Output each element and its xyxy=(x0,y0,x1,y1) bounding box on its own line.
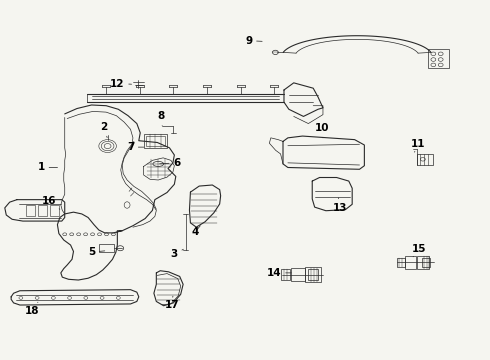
Text: 11: 11 xyxy=(411,139,425,152)
Text: 13: 13 xyxy=(333,198,347,213)
Bar xyxy=(305,267,320,282)
Bar xyxy=(417,154,433,165)
Text: 17: 17 xyxy=(165,296,179,310)
Text: 2: 2 xyxy=(100,122,107,138)
Text: 4: 4 xyxy=(192,226,200,237)
Text: 1: 1 xyxy=(38,162,57,172)
Bar xyxy=(397,257,405,267)
Bar xyxy=(308,269,318,280)
Bar xyxy=(417,256,429,269)
Bar xyxy=(26,205,34,216)
Bar xyxy=(405,256,416,269)
Text: 14: 14 xyxy=(267,268,292,278)
Bar xyxy=(291,268,305,282)
Bar xyxy=(99,244,115,252)
Bar xyxy=(146,136,165,147)
Bar xyxy=(281,269,290,280)
Bar xyxy=(144,134,167,148)
Text: 12: 12 xyxy=(110,78,131,89)
Text: 9: 9 xyxy=(245,36,262,46)
Bar xyxy=(38,205,47,216)
Bar xyxy=(50,205,59,216)
Text: 5: 5 xyxy=(88,247,105,257)
Bar xyxy=(428,49,449,68)
Text: 18: 18 xyxy=(24,302,39,316)
Text: 8: 8 xyxy=(158,111,165,126)
Text: 10: 10 xyxy=(315,123,329,138)
Bar xyxy=(422,257,430,267)
Text: 7: 7 xyxy=(127,142,144,152)
Text: 16: 16 xyxy=(42,197,60,209)
Text: 3: 3 xyxy=(171,249,183,259)
Text: 6: 6 xyxy=(160,158,180,168)
Text: 15: 15 xyxy=(412,244,427,257)
